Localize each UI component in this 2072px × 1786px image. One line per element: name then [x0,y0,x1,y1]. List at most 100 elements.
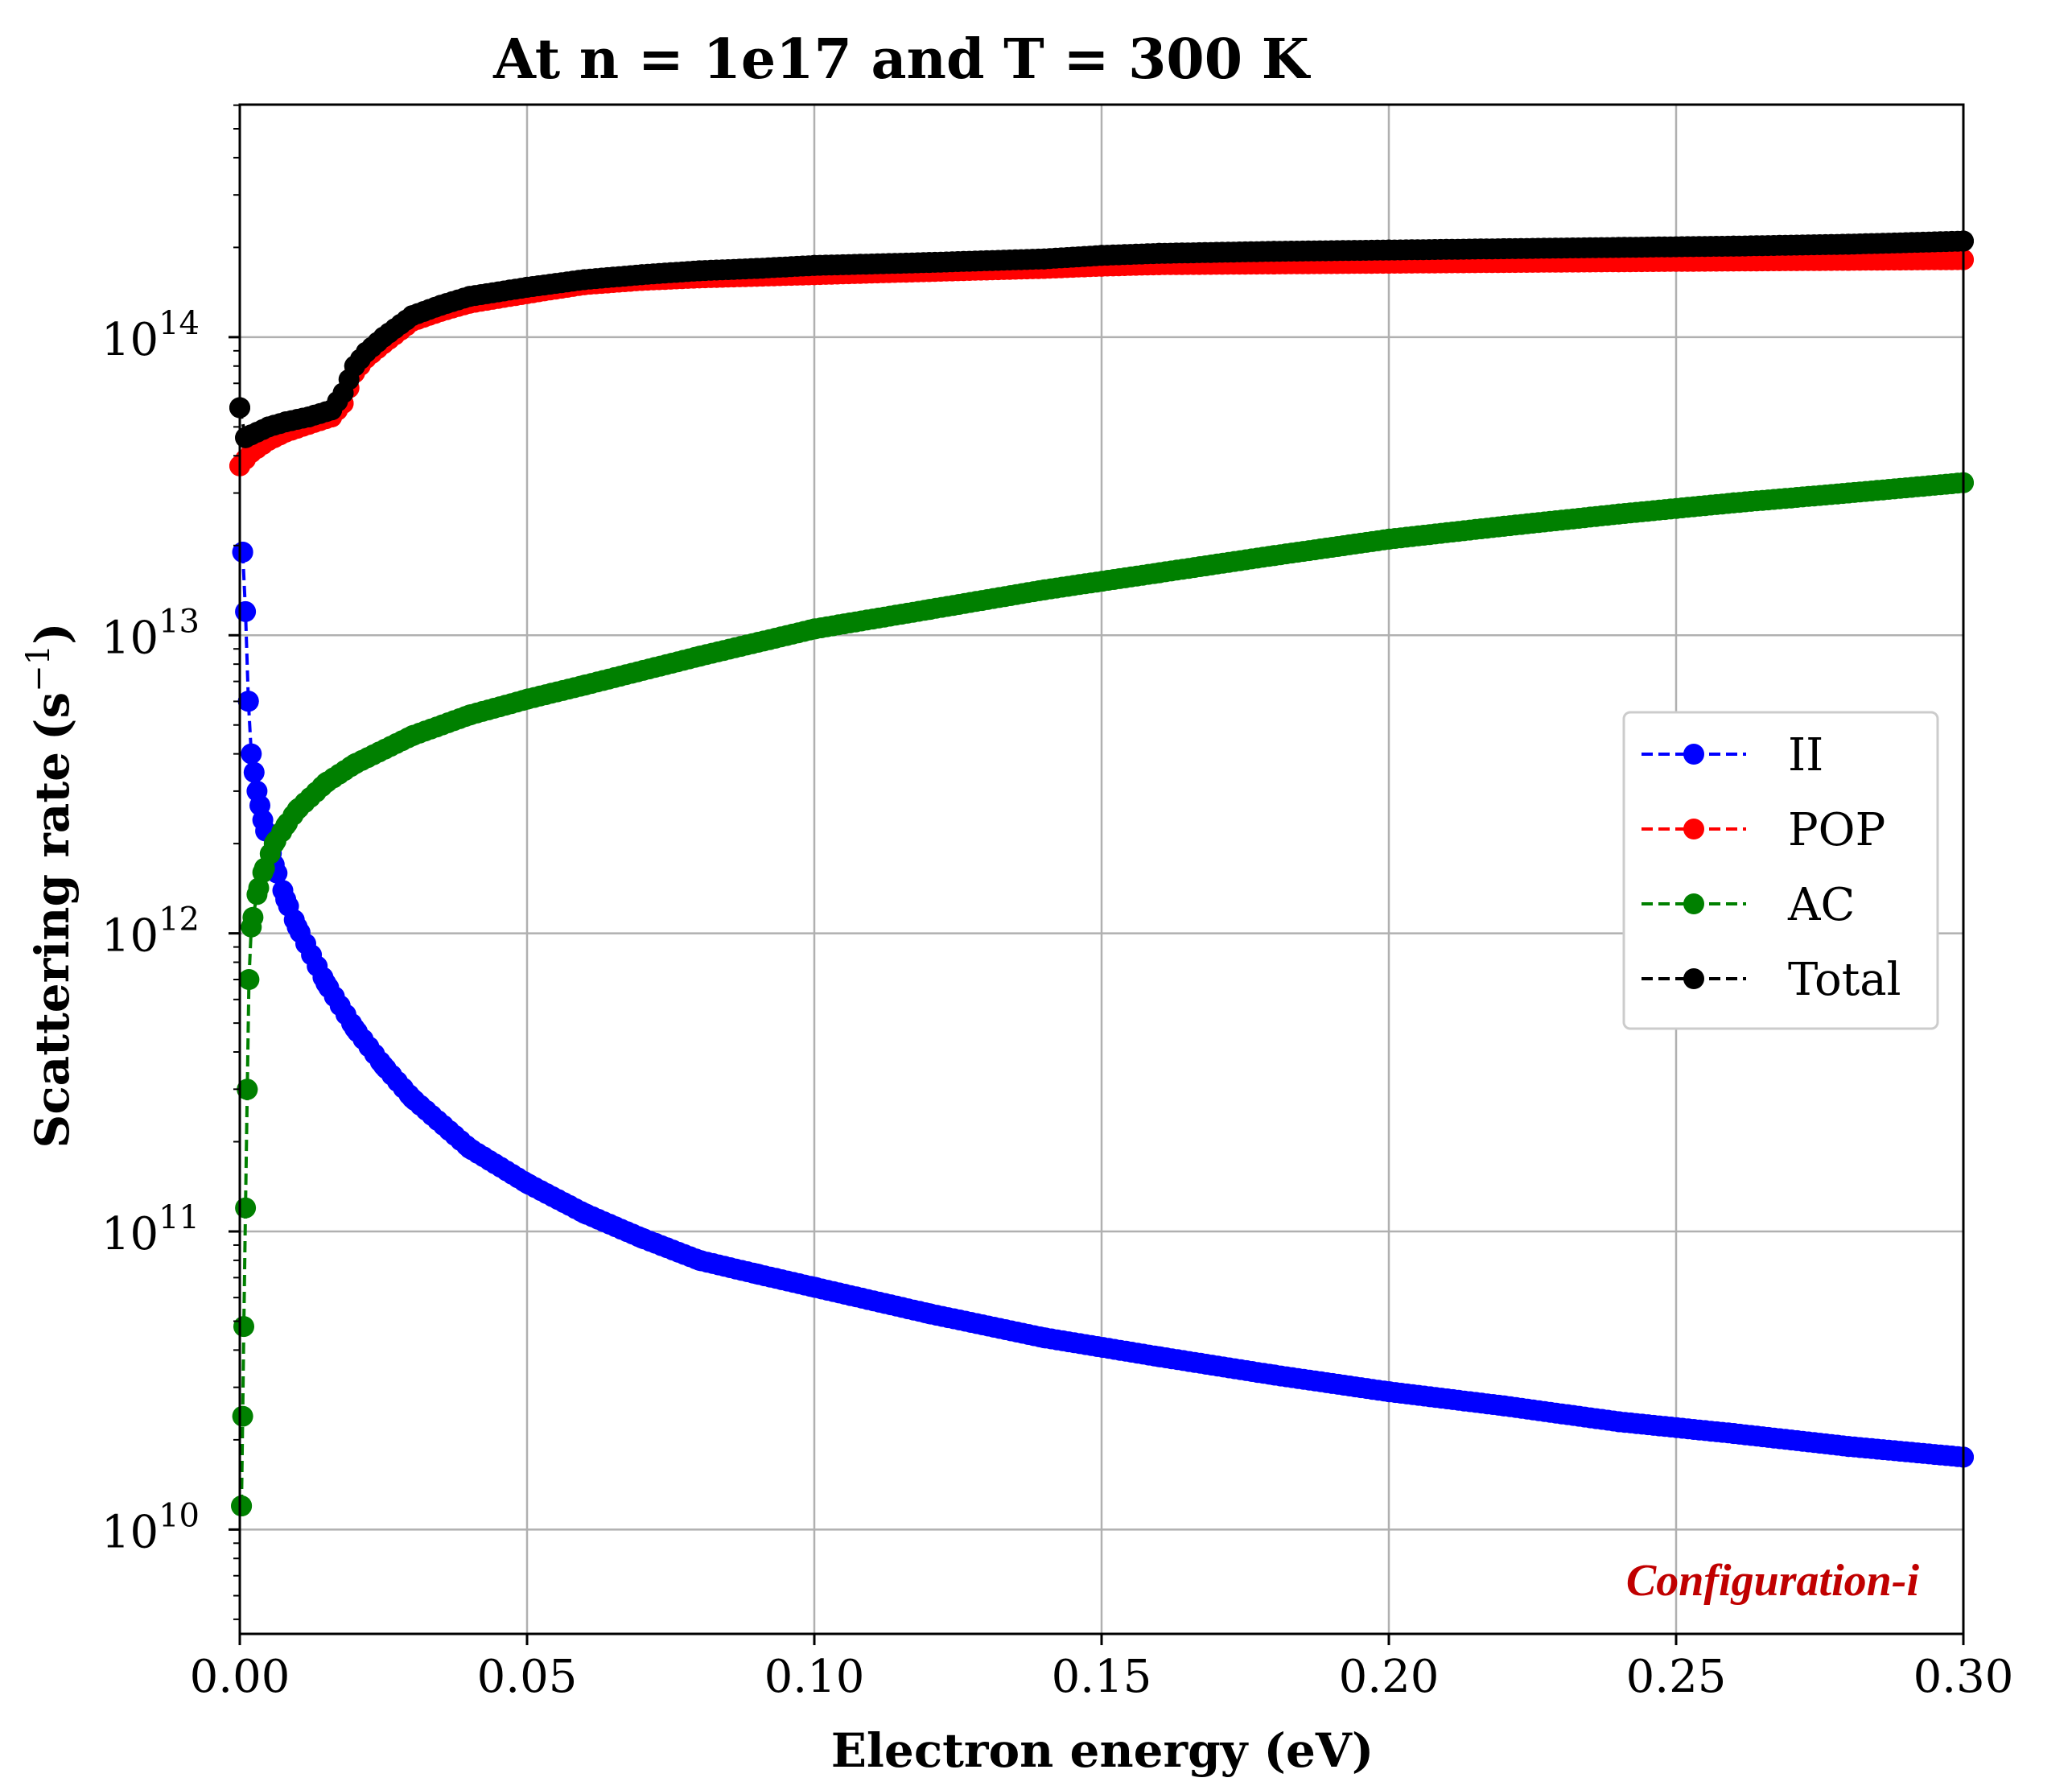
data-point [1493,238,1514,259]
data-point [321,399,343,421]
y-tick-label: 1011 [101,1199,200,1260]
data-point [746,258,768,279]
data-point [275,411,297,433]
data-point [246,780,268,802]
data-point [286,798,308,820]
data-point [235,1197,257,1219]
data-point [344,753,365,775]
data-point [237,691,259,712]
data-point [275,889,297,910]
data-point [402,1087,423,1109]
data-point [689,260,711,282]
legend-item-pop: POP [1642,804,1885,856]
legend-label: II [1788,729,1823,782]
legend-marker [1683,819,1704,839]
series-ii [232,542,1974,1468]
data-point [804,618,825,640]
legend-item-ac: AC [1642,879,1855,931]
y-tick-label: 1012 [101,901,200,963]
y-axis-label-unit: (s [25,692,80,740]
data-point [402,305,423,327]
x-tick-label: 0.20 [1339,1651,1440,1703]
data-point [232,1405,253,1427]
data-point [1033,1327,1055,1349]
data-point [263,833,285,855]
data-point [344,355,365,377]
data-point [243,761,265,783]
data-series [229,230,1974,1516]
y-axis-label-exponent: −1 [20,645,57,692]
data-point [1608,237,1629,258]
data-point [1263,241,1285,262]
data-point [918,1303,940,1325]
series-ac [231,472,1974,1516]
data-point [315,972,337,994]
data-point [237,1079,258,1100]
data-point [246,884,268,905]
data-point [459,704,480,726]
data-point [1378,239,1399,261]
data-point [252,809,274,831]
data-point [1838,482,1860,504]
data-point [241,916,262,938]
data-point [241,743,262,765]
data-point [804,1277,825,1298]
data-point [804,254,825,276]
series-total [229,230,1974,448]
y-tick-label: 1013 [101,603,200,664]
data-point [1838,250,1860,271]
data-point [1263,1364,1285,1386]
legend-marker [1683,893,1704,914]
data-point [315,772,337,794]
data-point [252,862,274,883]
data-point [459,286,480,307]
data-point [1148,1346,1170,1367]
x-tick-label: 0.00 [190,1651,290,1703]
data-point [1378,1381,1399,1403]
ticks: 0.00 0.05 0.10 0.15 0.20 0.25 0.30 1010 1011 1012… [101,104,2014,1703]
data-point [689,1249,711,1271]
data-point [459,1137,480,1159]
data-point [1033,579,1055,600]
data-point [232,542,253,563]
x-tick-label: 0.25 [1626,1651,1727,1703]
data-point [1263,545,1285,567]
data-point [233,1316,254,1338]
data-point [574,1202,595,1224]
x-axis-label: Electron energy (eV) [831,1723,1374,1778]
data-point [241,424,262,446]
data-point [1148,242,1170,264]
legend-item-total: Total [1642,954,1901,1006]
data-point [1838,233,1860,255]
data-point [275,815,297,836]
y-tick-label: 1010 [101,1497,200,1558]
data-point [235,600,257,622]
x-tick-label: 0.30 [1913,1651,2014,1703]
data-point [1838,1436,1860,1458]
data-point [332,382,354,404]
data-point [918,252,940,274]
data-point [1608,503,1629,525]
data-point [1148,562,1170,584]
legend-label: Total [1788,954,1901,1006]
data-point [1091,245,1112,266]
data-point [574,269,595,291]
y-axis-label-text: Scattering rate [25,752,80,1149]
data-point [1723,1423,1745,1444]
data-point [574,674,595,696]
legend-item-ii: II [1642,729,1823,782]
data-point [238,969,260,990]
y-tick-label: 1014 [101,305,200,366]
data-point [373,1055,394,1076]
data-point [1608,1411,1629,1433]
data-point [430,295,451,316]
data-point [1723,492,1745,514]
x-tick-label: 0.05 [477,1651,578,1703]
data-point [298,406,319,427]
data-point [1378,528,1399,550]
data-point [517,1173,538,1194]
y-axis-label-close: ) [25,622,80,644]
data-point [257,416,279,438]
data-point [517,276,538,298]
